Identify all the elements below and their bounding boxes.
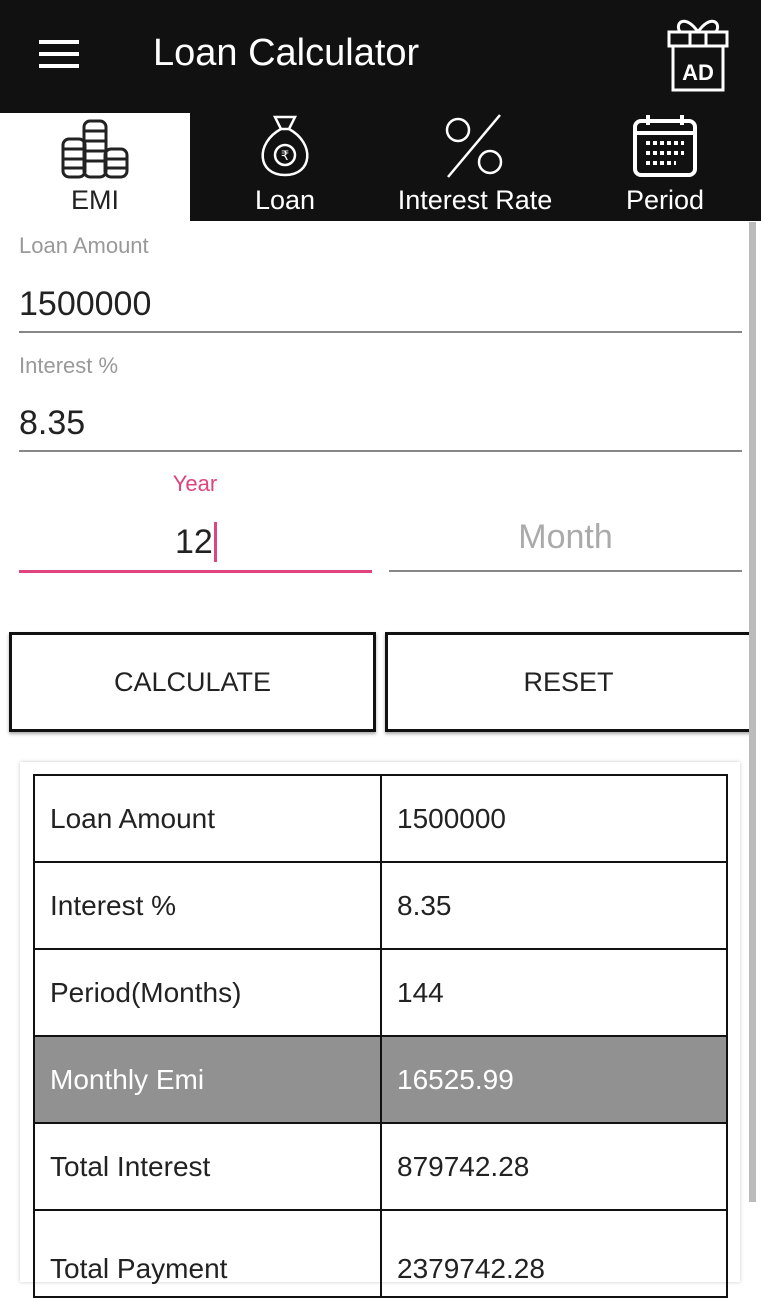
- calendar-icon: [633, 115, 697, 177]
- month-underline: [389, 570, 742, 572]
- year-label: Year: [172, 471, 218, 496]
- interest-input[interactable]: 8.35: [19, 404, 86, 442]
- loan-amount-underline: [19, 331, 742, 333]
- tab-loan[interactable]: ₹ Loan: [190, 113, 380, 221]
- row-label: Total Payment: [33, 1209, 382, 1298]
- row-label: Loan Amount: [33, 774, 382, 863]
- tab-label: EMI: [70, 185, 119, 215]
- loan-amount-label: Loan Amount: [19, 233, 149, 258]
- tab-interest-rate[interactable]: Interest Rate: [380, 113, 570, 221]
- row-value: 8.35: [380, 861, 728, 950]
- tab-period[interactable]: Period: [570, 113, 760, 221]
- percent-icon: [445, 114, 503, 178]
- svg-text:AD: AD: [682, 60, 714, 85]
- year-input[interactable]: 12: [175, 522, 217, 562]
- reset-button[interactable]: RESET: [385, 632, 752, 732]
- table-row: Total Interest 879742.28: [33, 1122, 728, 1211]
- tab-label: Loan: [254, 185, 316, 215]
- scrollbar[interactable]: [749, 222, 756, 1202]
- row-label: Monthly Emi: [33, 1035, 382, 1124]
- table-row-highlighted: Monthly Emi 16525.99: [33, 1035, 728, 1124]
- table-row: Interest % 8.35: [33, 861, 728, 950]
- row-value: 879742.28: [380, 1122, 728, 1211]
- tab-label: Interest Rate: [397, 185, 553, 215]
- tab-bar: EMI ₹ Loan Interest Rate Period: [0, 113, 761, 221]
- interest-underline: [19, 450, 742, 452]
- interest-label: Interest %: [19, 353, 119, 378]
- table-row: Total Payment 2379742.28: [33, 1209, 728, 1298]
- row-value: 144: [380, 948, 728, 1037]
- loan-amount-input[interactable]: 1500000: [19, 285, 152, 323]
- gift-ad-icon[interactable]: AD: [666, 14, 730, 92]
- month-input[interactable]: Month: [518, 518, 613, 556]
- table-row: Loan Amount 1500000: [33, 774, 728, 863]
- menu-icon[interactable]: [39, 40, 79, 68]
- row-label: Interest %: [33, 861, 382, 950]
- year-underline: [19, 570, 372, 573]
- row-label: Total Interest: [33, 1122, 382, 1211]
- calculate-button[interactable]: CALCULATE: [9, 632, 376, 732]
- coins-icon: [61, 119, 129, 179]
- app-bar: Loan Calculator AD: [0, 0, 761, 113]
- row-label: Period(Months): [33, 948, 382, 1037]
- results-table: Loan Amount 1500000 Interest % 8.35 Period…: [33, 774, 728, 1298]
- row-value: 1500000: [380, 774, 728, 863]
- svg-text:₹: ₹: [281, 148, 289, 163]
- tab-label: Period: [625, 185, 705, 215]
- row-value: 2379742.28: [380, 1209, 728, 1298]
- app-title: Loan Calculator: [153, 32, 420, 74]
- table-row: Period(Months) 144: [33, 948, 728, 1037]
- money-bag-icon: ₹: [261, 115, 309, 177]
- tab-emi[interactable]: EMI: [0, 113, 190, 221]
- row-value: 16525.99: [380, 1035, 728, 1124]
